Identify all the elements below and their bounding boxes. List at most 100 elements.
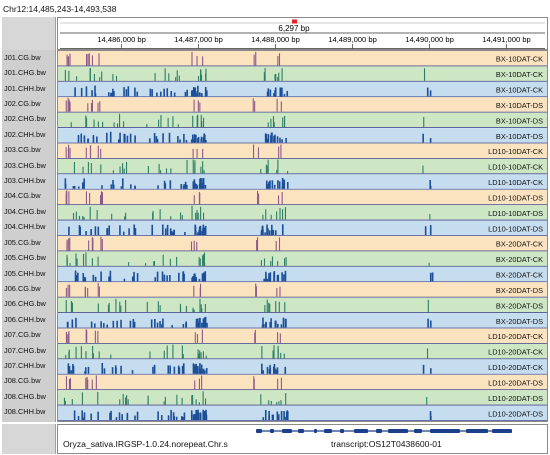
coverage-bar: [65, 147, 67, 158]
coverage-bar: [429, 214, 431, 220]
coverage-bar: [430, 368, 432, 374]
track-row[interactable]: BX-20DAT-DS: [58, 282, 547, 298]
track-row[interactable]: LD10-10DAT-CK: [58, 158, 547, 175]
track-row[interactable]: BX-10DAT-DS: [58, 128, 547, 144]
track-row[interactable]: BX-10DAT-CK: [58, 66, 547, 82]
track-row[interactable]: BX-20DAT-CK: [58, 251, 547, 267]
track-row[interactable]: LD10-20DAT-DS: [58, 374, 547, 391]
track-row[interactable]: LD10-10DAT-DS: [58, 205, 547, 221]
track-name[interactable]: J07.CG.bw: [4, 330, 41, 340]
coverage-bar: [69, 237, 71, 251]
sample-label: BX-20DAT-CK: [496, 255, 543, 264]
track-name[interactable]: J07.CHH.bw: [4, 361, 46, 371]
coverage-bar: [193, 99, 195, 112]
track-row[interactable]: BX-20DAT-CK: [58, 236, 547, 252]
track-row[interactable]: BX-20DAT-DS: [58, 297, 547, 314]
coverage-bar: [75, 211, 77, 220]
track-row[interactable]: LD10-10DAT-CK: [58, 143, 547, 159]
coverage-bar: [284, 370, 287, 374]
coverage-bar: [261, 324, 264, 328]
coverage-bar: [101, 362, 104, 374]
track-name[interactable]: J04.CHG.bw: [4, 206, 46, 216]
track-row[interactable]: BX-20DAT-CK: [58, 266, 547, 283]
track-name[interactable]: J08.CG.bw: [4, 376, 41, 386]
ruler-track[interactable]: 6,297 bp 14,486,000 bp 14,487,000 bp 14,48…: [57, 17, 548, 50]
coverage-bar: [99, 194, 102, 205]
coverage-bar: [161, 224, 164, 235]
track-row[interactable]: LD10-10DAT-DS: [58, 189, 547, 206]
track-name[interactable]: J08.CHH.bw: [4, 407, 46, 417]
coverage-bar: [69, 263, 71, 266]
coverage-bar: [255, 283, 257, 297]
coverage-bar: [85, 333, 87, 343]
coverage-bar: [284, 318, 287, 328]
track-name[interactable]: J03.CHG.bw: [4, 160, 46, 170]
track-name[interactable]: J02.CHH.bw: [4, 129, 46, 139]
coverage-bar: [285, 137, 287, 143]
track-name[interactable]: J06.CG.bw: [4, 283, 41, 293]
track-row[interactable]: BX-10DAT-CK: [58, 81, 547, 98]
ruler-tick-label: 14,488,000 bp: [251, 35, 300, 44]
track-name[interactable]: J01.CHH.bw: [4, 83, 46, 93]
coverage-bar: [202, 148, 204, 158]
track-name[interactable]: J05.CHH.bw: [4, 268, 46, 278]
coverage-bar: [119, 166, 121, 174]
track-name[interactable]: J01.CHG.bw: [4, 68, 46, 78]
coverage-bar: [193, 179, 196, 189]
coverage-bar: [145, 263, 147, 266]
track-name[interactable]: J04.CHH.bw: [4, 222, 46, 232]
track-background: [58, 297, 547, 314]
track-name[interactable]: J02.CHG.bw: [4, 114, 46, 124]
coverage-bar: [274, 87, 277, 97]
coverage-bar: [199, 287, 201, 297]
sample-label: BX-10DAT-CK: [496, 86, 543, 95]
track-name[interactable]: J08.CHG.bw: [4, 391, 46, 401]
position-marker-icon[interactable]: [292, 19, 297, 24]
track-name[interactable]: J03.CHH.bw: [4, 176, 46, 186]
data-panel[interactable]: BX-10DAT-CK BX-10DAT-CK BX-10DAT-CK BX-10DA…: [57, 50, 548, 422]
coverage-bar: [430, 415, 432, 420]
track-row[interactable]: LD10-20DAT-DS: [58, 390, 547, 406]
annotation-track[interactable]: Oryza_sativa.IRGSP-1.0.24.norepeat.Chr.s…: [57, 424, 548, 454]
track-name[interactable]: J04.CG.bw: [4, 191, 41, 201]
track-background: [58, 189, 547, 206]
coverage-bar: [198, 278, 201, 282]
sample-label: LD10-10DAT-DS: [488, 209, 543, 218]
coverage-bar: [278, 53, 281, 66]
coverage-bar: [72, 363, 74, 374]
track-name[interactable]: J02.CG.bw: [4, 98, 41, 108]
track-row[interactable]: BX-10DAT-CK: [58, 51, 547, 67]
coverage-bar: [92, 353, 94, 359]
coverage-bar: [97, 411, 99, 420]
coverage-bar: [431, 272, 434, 282]
transcript-label[interactable]: transcript:OS12T0438600-01: [331, 439, 442, 449]
track-row[interactable]: BX-20DAT-DS: [58, 313, 547, 329]
track-row[interactable]: LD10-20DAT-CK: [58, 359, 547, 375]
track-name[interactable]: J01.CG.bw: [4, 52, 41, 62]
coverage-bar: [203, 227, 206, 235]
coverage-bar: [86, 376, 88, 390]
track-name[interactable]: J05.CG.bw: [4, 237, 41, 247]
track-name[interactable]: J06.CHH.bw: [4, 314, 46, 324]
track-name[interactable]: J07.CHG.bw: [4, 345, 46, 355]
track-name[interactable]: J05.CHG.bw: [4, 253, 46, 263]
coverage-bar: [126, 135, 129, 143]
track-row[interactable]: LD10-20DAT-DS: [58, 405, 547, 421]
track-row[interactable]: BX-10DAT-DS: [58, 112, 547, 129]
track-name[interactable]: J06.CHG.bw: [4, 299, 46, 309]
coverage-bar: [277, 274, 280, 282]
track-row[interactable]: LD10-20DAT-CK: [58, 328, 547, 344]
coverage-bar: [122, 178, 124, 189]
track-background: [58, 236, 547, 252]
coverage-bar: [201, 273, 204, 282]
coverage-bar: [261, 346, 263, 359]
coverage-bar: [265, 180, 268, 189]
track-name[interactable]: J03.CG.bw: [4, 145, 41, 155]
track-row[interactable]: LD10-10DAT-CK: [58, 174, 547, 190]
track-row[interactable]: LD10-10DAT-DS: [58, 220, 547, 236]
coverage-bar: [202, 368, 205, 374]
locus-box[interactable]: Chr12:14,485,243-14,493,538: [3, 4, 117, 14]
coverage-bar: [115, 298, 117, 313]
track-row[interactable]: LD10-20DAT-CK: [58, 343, 547, 360]
track-row[interactable]: BX-10DAT-DS: [58, 97, 547, 113]
